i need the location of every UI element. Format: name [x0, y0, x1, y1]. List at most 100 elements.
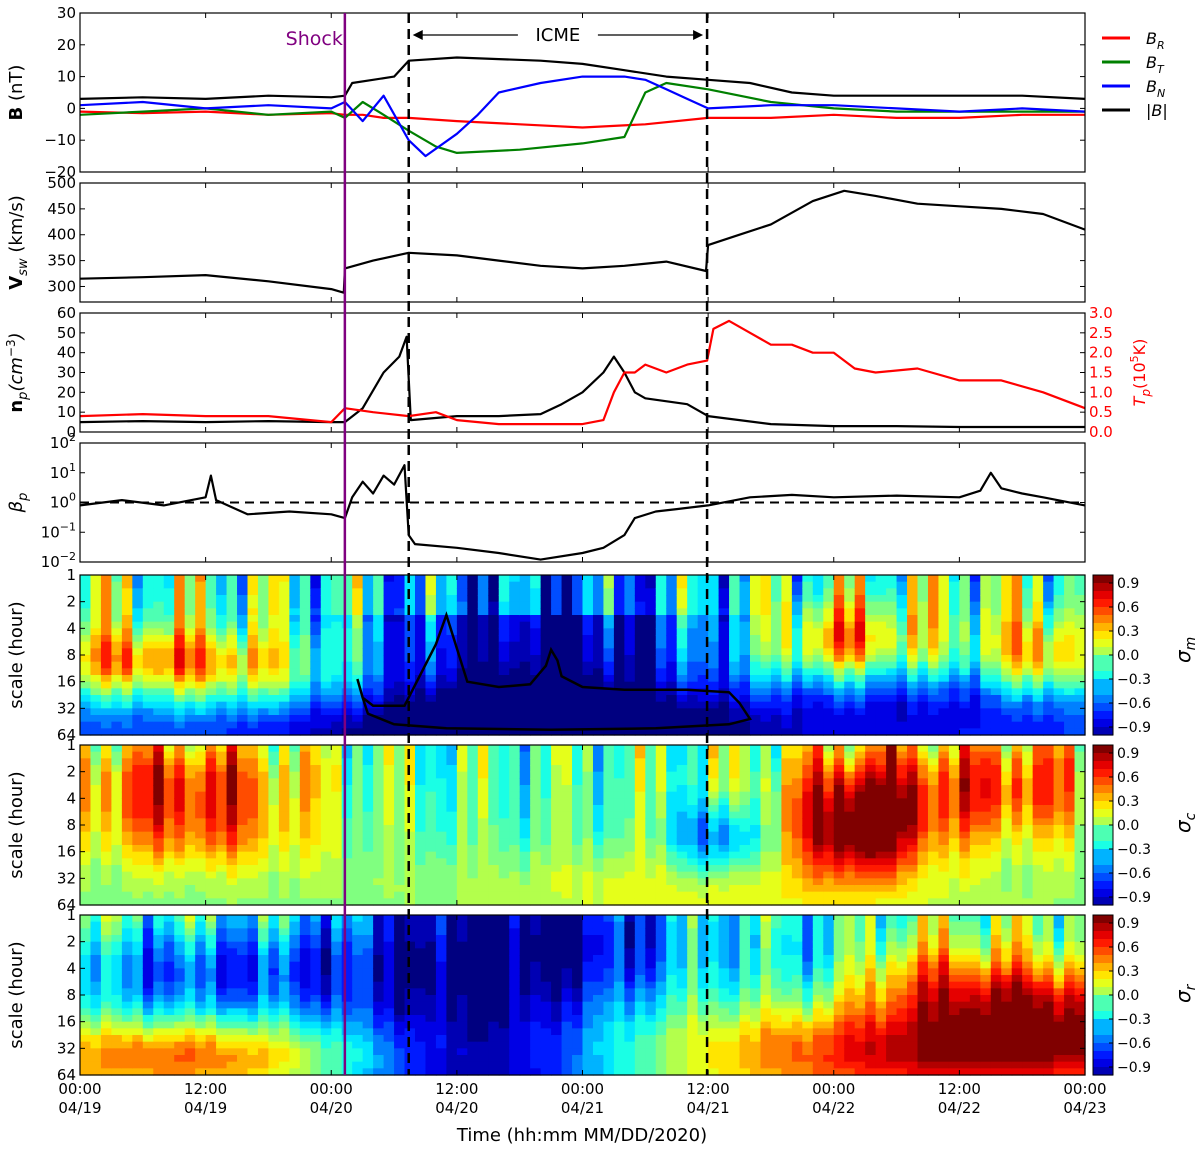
heatmap-cell	[739, 728, 751, 736]
heatmap-cell	[823, 708, 835, 716]
heatmap-cell	[278, 675, 290, 683]
heatmap-cell	[184, 825, 196, 833]
heatmap-cell	[121, 858, 133, 866]
heatmap-cell	[907, 798, 919, 806]
heatmap-cell	[634, 785, 646, 793]
heatmap-cell	[938, 715, 950, 723]
heatmap-cell	[90, 701, 102, 709]
heatmap-cell	[1064, 818, 1076, 826]
heatmap-cell	[551, 778, 563, 786]
heatmap-cell	[477, 668, 489, 676]
heatmap-cell	[582, 878, 594, 886]
heatmap-cell	[802, 721, 814, 729]
heatmap-cell	[216, 621, 228, 629]
heatmap-cell	[750, 581, 762, 589]
heatmap-cell	[833, 805, 845, 813]
heatmap-cell	[435, 668, 448, 676]
heatmap-cell	[425, 721, 437, 729]
heatmap-cell	[257, 885, 270, 893]
heatmap-cell	[781, 845, 793, 853]
heatmap-cell	[456, 635, 468, 643]
heatmap-cell	[718, 595, 730, 603]
heatmap-cell	[634, 845, 646, 853]
heatmap-cell	[802, 778, 814, 786]
heatmap-cell	[948, 575, 960, 583]
heatmap-cell	[278, 688, 290, 696]
heatmap-cell	[980, 891, 992, 899]
heatmap-cell	[174, 898, 186, 906]
heatmap-cell	[488, 885, 500, 893]
heatmap-cell	[802, 601, 814, 609]
heatmap-cell	[216, 871, 228, 879]
heatmap-cell	[163, 661, 175, 669]
heatmap-cell	[750, 615, 762, 623]
heatmap-cell	[844, 858, 856, 866]
heatmap-cell	[613, 575, 625, 583]
heatmap-cell	[708, 675, 720, 683]
heatmap-cell	[938, 778, 950, 786]
heatmap-cell	[634, 628, 646, 636]
heatmap-cell	[90, 805, 102, 813]
heatmap-cell	[603, 601, 615, 609]
heatmap-cell	[750, 778, 762, 786]
heatmap-cell	[289, 655, 301, 663]
heatmap-cell	[174, 955, 186, 963]
heatmap-cell	[760, 635, 772, 643]
heatmap-cell	[80, 668, 92, 676]
heatmap-cell	[1032, 581, 1044, 589]
heatmap-cell	[1022, 601, 1034, 609]
heatmap-cell	[247, 681, 259, 689]
heatmap-cell	[592, 715, 605, 723]
heatmap-cell	[791, 661, 803, 669]
heatmap-cell	[174, 818, 186, 826]
heatmap-cell	[1011, 668, 1023, 676]
heatmap-cell	[540, 818, 552, 826]
heatmap-cell	[519, 635, 531, 643]
heatmap-cell	[833, 785, 845, 793]
heatmap-cell	[812, 758, 824, 766]
heatmap-cell	[80, 851, 92, 859]
heatmap-cell	[289, 581, 301, 589]
heatmap-cell	[80, 948, 92, 956]
heatmap-cell	[132, 648, 144, 656]
heatmap-cell	[844, 608, 856, 616]
heatmap-cell	[425, 751, 437, 759]
heatmap-cell	[551, 581, 563, 589]
heatmap-cell	[509, 575, 521, 583]
heatmap-cell	[341, 701, 353, 709]
heatmap-cell	[383, 831, 395, 839]
heatmap-cell	[257, 588, 270, 596]
heatmap-cell	[634, 615, 646, 623]
heatmap-cell	[1022, 621, 1034, 629]
heatmap-cell	[823, 621, 835, 629]
heatmap-cell	[875, 851, 887, 859]
colorbar-level	[1093, 865, 1113, 874]
heatmap-cell	[844, 728, 856, 736]
heatmap-cell	[100, 981, 113, 989]
heatmap-cell	[540, 688, 552, 696]
heatmap-cell	[153, 981, 165, 989]
heatmap-cell	[226, 865, 238, 873]
heatmap-cell	[938, 628, 950, 636]
heatmap-cell	[823, 898, 835, 906]
heatmap-cell	[844, 581, 856, 589]
heatmap-cell	[121, 791, 133, 799]
heatmap-cell	[153, 1068, 165, 1076]
heatmap-cell	[90, 948, 102, 956]
heatmap-cell	[854, 851, 866, 859]
heatmap-cell	[687, 701, 699, 709]
heatmap-cell	[959, 668, 971, 676]
heatmap-cell	[111, 635, 123, 643]
heatmap-cell	[456, 581, 468, 589]
plot-area	[80, 313, 1085, 432]
heatmap-cell	[90, 871, 102, 879]
heatmap-cell	[1043, 751, 1055, 759]
heatmap-cell	[216, 845, 228, 853]
heatmap-cell	[100, 995, 113, 1003]
heatmap-cell	[833, 885, 845, 893]
heatmap-cell	[498, 581, 510, 589]
heatmap-cell	[948, 751, 960, 759]
heatmap-cell	[341, 715, 353, 723]
colorbar-tick-label: 0.6	[1117, 600, 1139, 616]
heatmap-cell	[770, 865, 783, 873]
